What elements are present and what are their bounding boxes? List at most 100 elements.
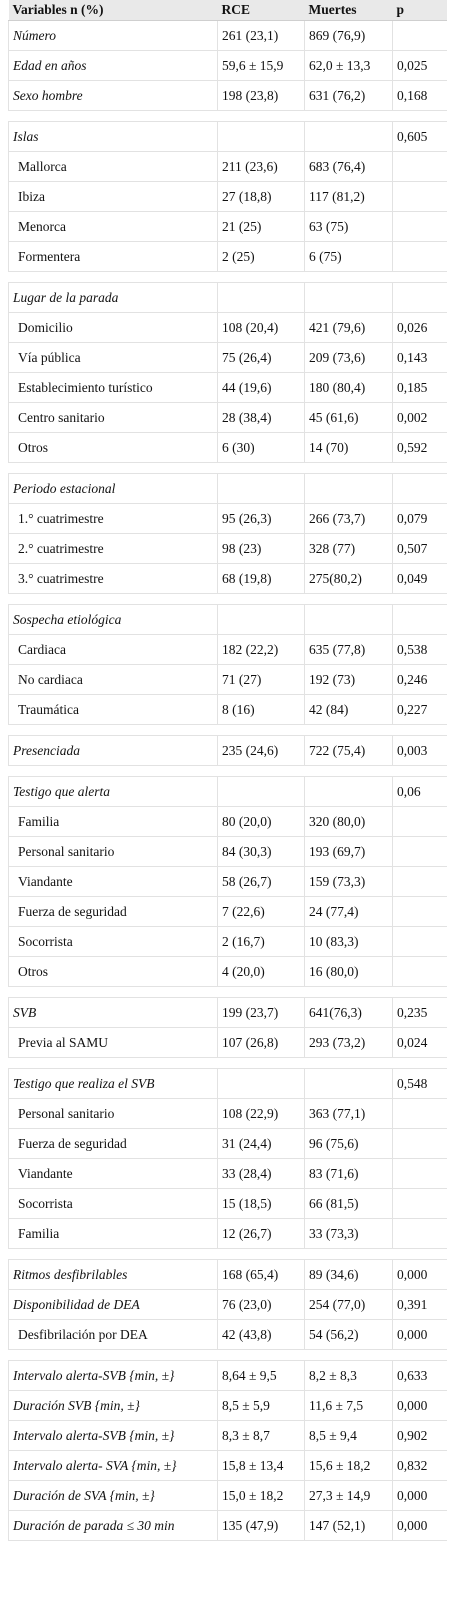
table-row: Socorrista 15 (18,5) 66 (81,5)	[8, 1188, 447, 1219]
table-row: No cardiaca 71 (27) 192 (73) 0,246	[8, 664, 447, 695]
p-value-cell: 0,000	[392, 1259, 447, 1290]
muertes-cell: 89 (34,6)	[304, 1259, 393, 1290]
variable-cell: Personal sanitario	[8, 836, 218, 867]
variable-cell: SVB	[8, 997, 218, 1028]
p-value-cell: 0,548	[392, 1068, 447, 1099]
spacer-row	[8, 724, 447, 736]
variable-cell: Desfibrilación por DEA	[8, 1319, 218, 1350]
p-value-cell	[392, 181, 447, 212]
variable-cell: Socorrista	[8, 926, 218, 957]
muertes-cell: 42 (84)	[304, 694, 393, 725]
table-row: Cardiaca 182 (22,2) 635 (77,8) 0,538	[8, 634, 447, 665]
variable-cell: 2.° cuatrimestre	[8, 533, 218, 564]
p-value-cell	[392, 1218, 447, 1249]
muertes-cell: 8,5 ± 9,4	[304, 1420, 393, 1451]
rce-cell: 7 (22,6)	[217, 896, 305, 927]
table-row: Desfibrilación por DEA 42 (43,8) 54 (56,2)…	[8, 1319, 447, 1350]
p-value-cell	[392, 806, 447, 837]
rce-cell: 8,3 ± 8,7	[217, 1420, 305, 1451]
table-row: Otros 4 (20,0) 16 (80,0)	[8, 956, 447, 987]
header-p: p	[392, 0, 447, 21]
table-header: Variables n (%) RCE Muertes p	[8, 0, 447, 21]
table-row: 2.° cuatrimestre 98 (23) 328 (77) 0,507	[8, 533, 447, 564]
rce-cell: 182 (22,2)	[217, 634, 305, 665]
p-value-cell: 0,391	[392, 1289, 447, 1320]
table-row: Lugar de la parada	[8, 282, 447, 313]
p-value-cell: 0,079	[392, 503, 447, 534]
table-row: Familia 12 (26,7) 33 (73,3)	[8, 1218, 447, 1249]
table-row: Familia 80 (20,0) 320 (80,0)	[8, 806, 447, 837]
table-row: SVB 199 (23,7) 641(76,3) 0,235	[8, 997, 447, 1028]
variable-cell: Cardiaca	[8, 634, 218, 665]
muertes-cell: 320 (80,0)	[304, 806, 393, 837]
table-row: Presenciada 235 (24,6) 722 (75,4) 0,003	[8, 735, 447, 766]
muertes-cell: 11,6 ± 7,5	[304, 1390, 393, 1421]
spacer-row	[8, 593, 447, 605]
p-value-cell: 0,832	[392, 1450, 447, 1481]
muertes-cell: 117 (81,2)	[304, 181, 393, 212]
rce-cell: 76 (23,0)	[217, 1289, 305, 1320]
table-row: Testigo que alerta 0,06	[8, 776, 447, 807]
p-value-cell	[392, 1098, 447, 1129]
p-value-cell: 0,026	[392, 312, 447, 343]
p-value-cell	[392, 473, 447, 504]
muertes-cell: 180 (80,4)	[304, 372, 393, 403]
table-row: Viandante 58 (26,7) 159 (73,3)	[8, 866, 447, 897]
table-row: Traumática 8 (16) 42 (84) 0,227	[8, 694, 447, 725]
muertes-cell: 10 (83,3)	[304, 926, 393, 957]
rce-cell: 59,6 ± 15,9	[217, 50, 305, 81]
muertes-cell: 66 (81,5)	[304, 1188, 393, 1219]
variable-cell: Familia	[8, 1218, 218, 1249]
table-row: Número 261 (23,1) 869 (76,9)	[8, 20, 447, 51]
results-table: Variables n (%) RCE Muertes p Número 261 …	[8, 0, 447, 1541]
p-value-cell: 0,168	[392, 80, 447, 111]
rce-cell: 8 (16)	[217, 694, 305, 725]
variable-cell: Fuerza de seguridad	[8, 896, 218, 927]
header-variables: Variables n (%)	[8, 0, 218, 21]
variable-cell: Disponibilidad de DEA	[8, 1289, 218, 1320]
rce-cell: 21 (25)	[217, 211, 305, 242]
muertes-cell: 8,2 ± 8,3	[304, 1360, 393, 1391]
table-row: 3.° cuatrimestre 68 (19,8) 275(80,2) 0,049	[8, 563, 447, 594]
muertes-cell: 6 (75)	[304, 241, 393, 272]
rce-cell: 44 (19,6)	[217, 372, 305, 403]
p-value-cell	[392, 926, 447, 957]
muertes-cell	[304, 1068, 393, 1099]
rce-cell	[217, 1068, 305, 1099]
spacer-row	[8, 765, 447, 777]
muertes-cell: 27,3 ± 14,9	[304, 1480, 393, 1511]
table-row: Testigo que realiza el SVB 0,548	[8, 1068, 447, 1099]
muertes-cell: 54 (56,2)	[304, 1319, 393, 1350]
p-value-cell: 0,227	[392, 694, 447, 725]
muertes-cell: 16 (80,0)	[304, 956, 393, 987]
rce-cell: 15,8 ± 13,4	[217, 1450, 305, 1481]
muertes-cell: 33 (73,3)	[304, 1218, 393, 1249]
table-row: Intervalo alerta-SVB {min, ±} 8,3 ± 8,7 8,…	[8, 1420, 447, 1451]
muertes-cell: 15,6 ± 18,2	[304, 1450, 393, 1481]
table-row: Duración de parada ≤ 30 min 135 (47,9) 147…	[8, 1510, 447, 1541]
spacer-row	[8, 986, 447, 998]
p-value-cell	[392, 282, 447, 313]
p-value-cell	[392, 20, 447, 51]
spacer-row	[8, 110, 447, 122]
muertes-cell: 193 (69,7)	[304, 836, 393, 867]
spacer-row	[8, 462, 447, 474]
spacer-cell	[8, 765, 447, 777]
p-value-cell	[392, 866, 447, 897]
variable-cell: Fuerza de seguridad	[8, 1128, 218, 1159]
p-value-cell: 0,003	[392, 735, 447, 766]
variable-cell: Traumática	[8, 694, 218, 725]
spacer-row	[8, 271, 447, 283]
table-container: Variables n (%) RCE Muertes p Número 261 …	[8, 0, 454, 1541]
table-row: Fuerza de seguridad 31 (24,4) 96 (75,6)	[8, 1128, 447, 1159]
p-value-cell	[392, 1158, 447, 1189]
rce-cell: 75 (26,4)	[217, 342, 305, 373]
p-value-cell	[392, 241, 447, 272]
p-value-cell: 0,024	[392, 1027, 447, 1058]
rce-cell: 107 (26,8)	[217, 1027, 305, 1058]
muertes-cell: 328 (77)	[304, 533, 393, 564]
p-value-cell: 0,000	[392, 1319, 447, 1350]
p-value-cell	[392, 956, 447, 987]
muertes-cell: 254 (77,0)	[304, 1289, 393, 1320]
variable-cell: Formentera	[8, 241, 218, 272]
